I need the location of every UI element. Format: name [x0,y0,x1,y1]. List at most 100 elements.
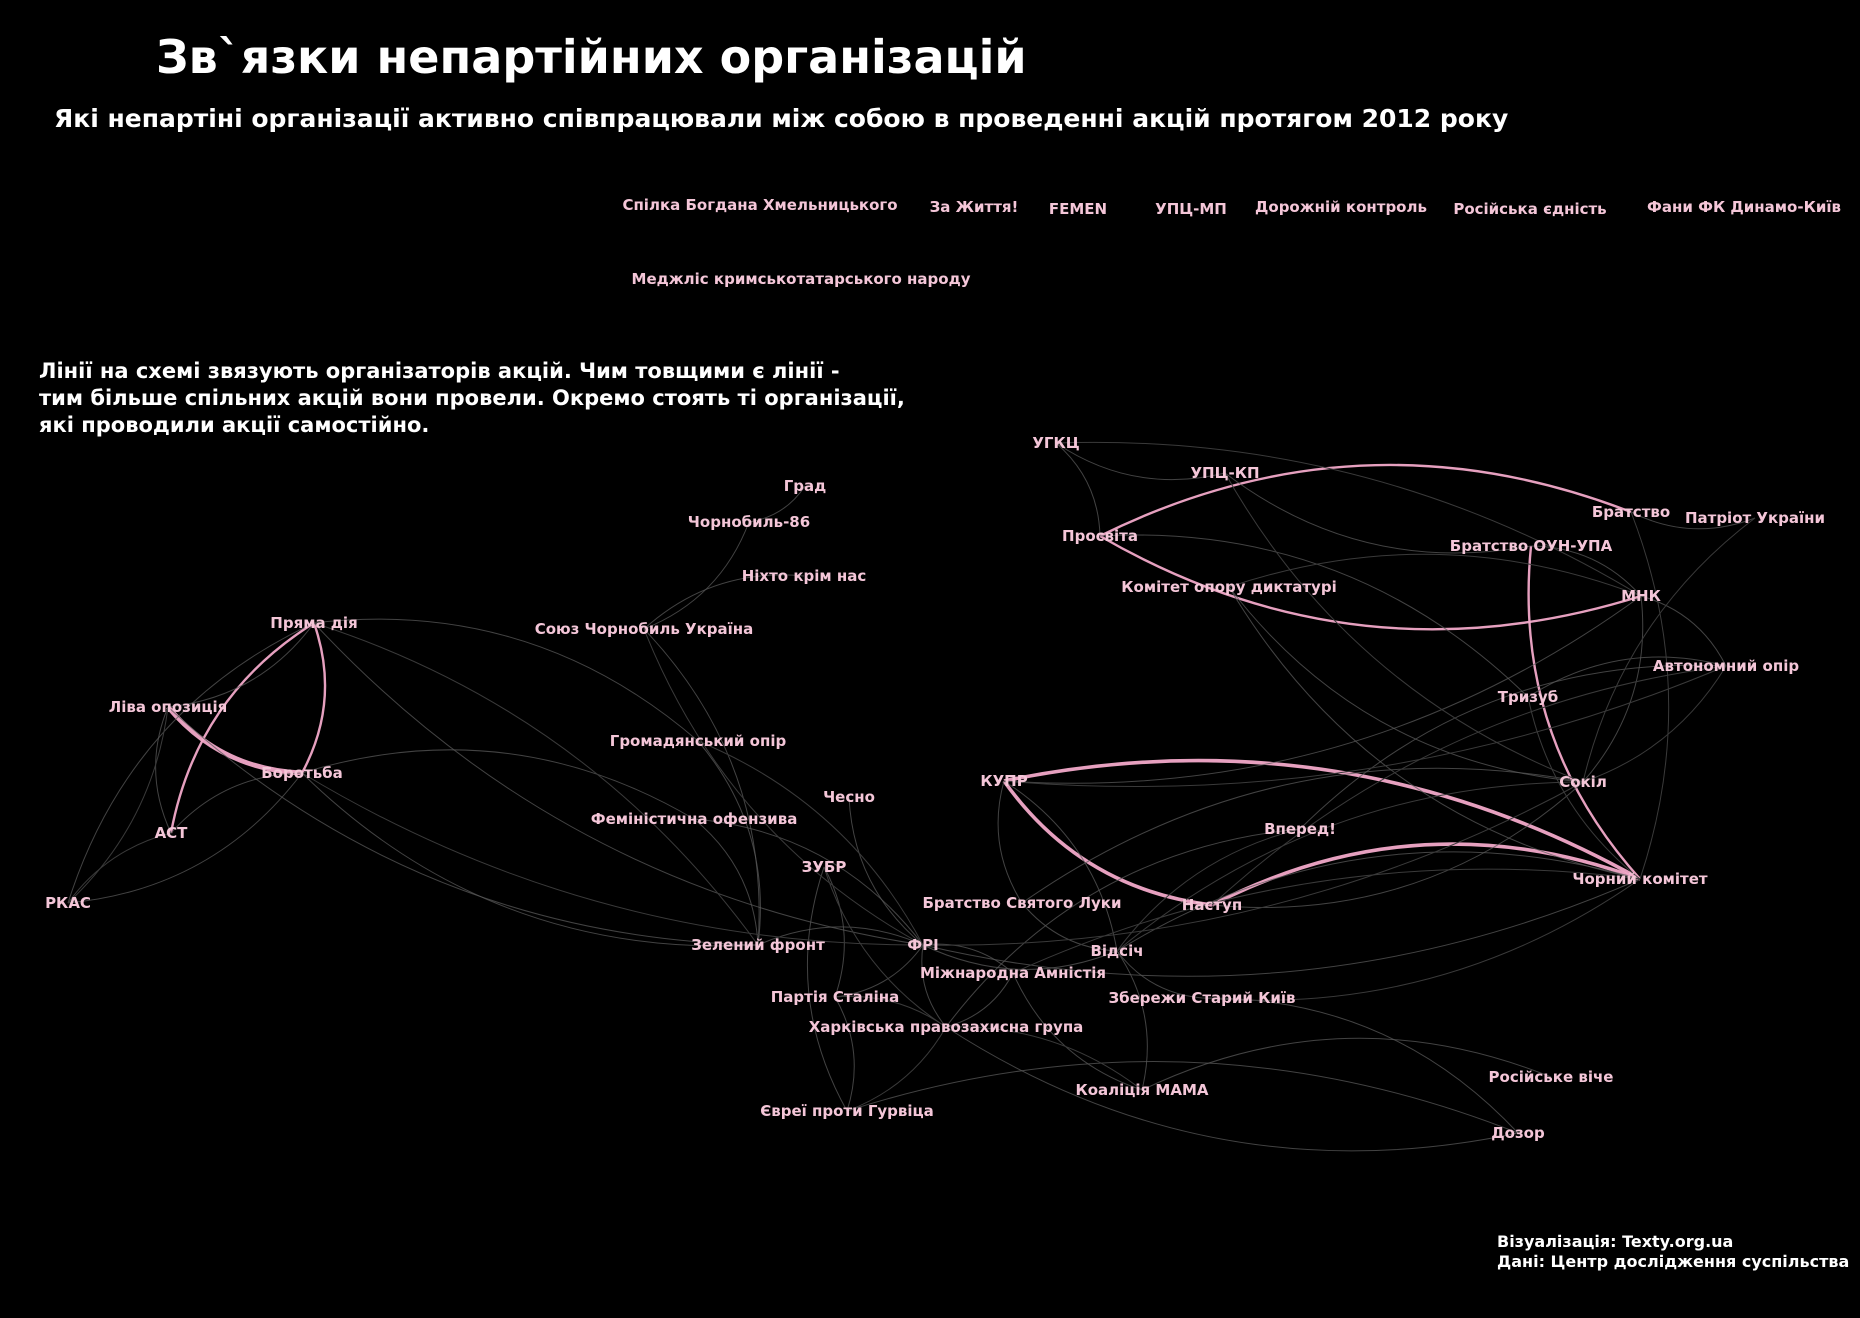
node-zazhyttia: За Життя! [930,198,1019,216]
edge-nihto-soyuzch [643,574,805,630]
edge-fri-mizhnar [922,943,1014,974]
edge-vpered-avtonom [1299,664,1727,830]
node-upckp: УПЦ-КП [1190,464,1259,482]
node-rosviche: Російське віче [1489,1068,1614,1086]
node-priama: Пряма дія [270,614,357,632]
edge-vpered-kharkiv [945,828,1301,1028]
edge-soyuzch-zelenyi [643,628,760,946]
edge-feminist-zelenyi [693,818,759,946]
edge-tryzub-avtonom [1527,656,1727,698]
node-fanydk: Фани ФК Динамо-Київ [1647,198,1841,216]
edge-bratluk-vidsich [1021,902,1118,952]
edge-fri-chornyi [922,878,1641,977]
edge-priama-liva [167,622,315,708]
edge-mizhnar-kharkiv [945,972,1014,1028]
edge-background [1116,828,1301,952]
edge-prosvita-tryzub [1099,534,1529,698]
node-mnk: МНК [1621,587,1661,605]
node-avtonom: Автономний опір [1653,657,1799,675]
edge-priama-ast [169,621,315,834]
edge-kupr-vidsich [1003,780,1118,952]
node-zelenyi: Зелений фронт [691,936,825,954]
legend-note: Лінії на схемі звязують організаторів ак… [39,358,905,439]
node-patriot: Патріот України [1685,509,1825,527]
credit-visualization: Візуалізація: Texty.org.ua [1497,1232,1734,1251]
edge-mnk-sokil [1582,595,1644,783]
edge-background [922,781,1584,946]
node-bogdan: Спілка Богдана Хмельницького [622,196,897,214]
edge-kupr-bratluk [997,780,1023,904]
edge-feminist-fri [693,818,924,946]
edge-background [1582,665,1727,783]
edge-prosvita-mnk [1099,534,1642,631]
node-borotba: Боротьба [261,764,343,782]
edge-hromad-priama [313,618,699,742]
node-dorozhnii: Дорожній контроль [1255,198,1427,216]
node-kupr: КУПР [980,772,1027,790]
node-kharkiv: Харківська правозахисна група [809,1018,1084,1036]
edge-background [1201,878,1641,1001]
node-medzhlis: Меджліс кримськотатарського народу [632,270,971,288]
legend-note-line: Лінії на схемі звязують організаторів ак… [39,359,840,383]
edge-nastup-sokil [1211,781,1584,908]
edge-yevrei-partiia [834,996,855,1112]
node-nastup: Наступ [1182,896,1242,914]
edge-fri-vidsich [922,944,1118,970]
node-prosvita: Просвіта [1062,527,1138,545]
page-title: Зв`язки непартійних організацій [156,30,1027,84]
node-chornobyl86: Чорнобиль-86 [688,513,810,531]
edge-nastup-chornyi [1211,842,1641,907]
edge-fri-partiia [834,944,924,998]
node-ast: АСТ [155,824,189,842]
edge-ast-borotba [170,772,303,834]
node-layer: Спілка Богдана Хмельницького За Життя! FEM… [45,196,1841,1142]
node-vpered: Вперед! [1264,820,1336,838]
node-grad: Град [784,477,827,495]
edge-background [945,1026,1143,1091]
node-partiia: Партія Сталіна [771,988,900,1006]
edge-kupr-chornyi [1003,758,1641,881]
edge-background [1055,441,1642,597]
node-soyuzch: Союз Чорнобиль Україна [535,620,754,638]
edge-background [1224,472,1584,783]
node-mizhnar: Міжнародна Амністія [920,964,1106,982]
edge-komitet-chornyi [1228,586,1641,880]
edge-liva-zelenyi [167,706,759,946]
edge-bratstvo-patriot [1630,511,1756,530]
edge-zberezhy-dozor [1201,997,1519,1134]
node-chesno: Чесно [823,788,875,806]
node-bratluk: Братство Святого Луки [922,894,1121,912]
node-femen: FEMEN [1049,200,1107,218]
node-fri: ФРІ [907,936,938,954]
edge-bratluk-sokil [1021,767,1584,904]
edge-background [1527,696,1641,880]
node-rkas: РКАС [45,894,91,912]
edge-zubr-partiia [823,866,845,998]
legend-note-line: які проводили акції самостійно. [39,413,430,437]
edge-background [823,866,947,1028]
node-zberezhy: Збережи Старий Київ [1108,989,1295,1007]
node-ugkc: УГКЦ [1032,434,1079,452]
edge-bratoun-chornyi [1527,545,1641,880]
node-hromad: Громадянський опір [610,732,787,750]
edge-fri-zelenyi [757,926,924,946]
edge-rosviche-mama [1141,1037,1552,1091]
node-upcmp: УПЦ-МП [1155,200,1227,218]
node-dozor: Дозор [1491,1124,1545,1142]
page-subtitle: Які непартіні організації активно співпр… [54,104,1509,133]
edge-priama-borotba [300,622,327,774]
edge-rkas-borotba [67,772,303,904]
edge-background [846,1026,947,1112]
edge-zubr-yevrei [806,866,848,1112]
edge-background [1582,517,1756,783]
node-nihto: Ніхто крім нас [742,567,867,585]
edge-zelenyi-borotba [301,772,759,947]
node-bratoun: Братство ОУН-УПА [1450,537,1613,555]
edge-ugkc-prosvita [1055,442,1101,537]
node-mama: Коаліція МАМА [1075,1081,1208,1099]
edge-background [313,622,759,946]
edge-background [1012,868,1641,974]
node-vidsich: Відсіч [1090,942,1143,960]
node-zubr: ЗУБР [802,858,847,876]
